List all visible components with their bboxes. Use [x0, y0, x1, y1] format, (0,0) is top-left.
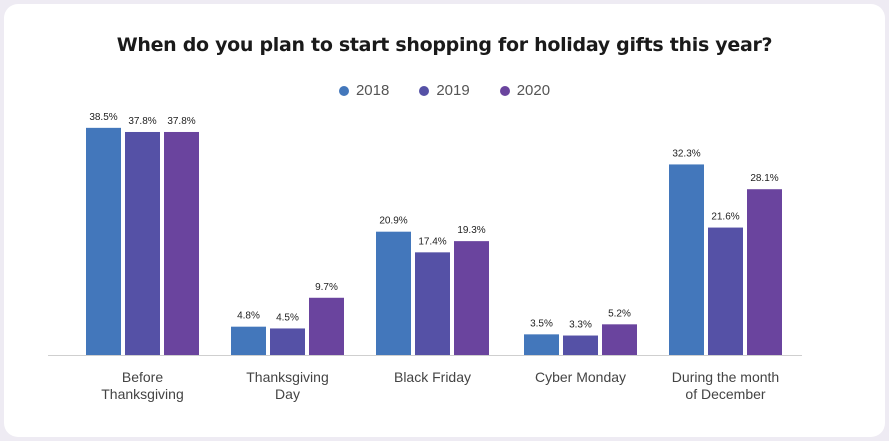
legend-swatch-2020: [499, 85, 510, 96]
bar-2018-4[interactable]: [669, 164, 704, 355]
bar-2019-2[interactable]: [415, 252, 450, 355]
category-label-4: During the month of December: [671, 369, 780, 402]
data-label-2020-1: 9.7%: [315, 282, 338, 293]
bar-2019-1[interactable]: [270, 328, 305, 355]
data-label-2019-4: 21.6%: [711, 212, 739, 223]
data-label-2018-1: 4.8%: [237, 311, 260, 322]
data-label-2018-2: 20.9%: [379, 216, 407, 227]
legend-label-2019: 2019: [436, 82, 470, 99]
bar-2020-3[interactable]: [602, 324, 637, 355]
legend-label-2018: 2018: [355, 82, 390, 99]
data-label-2020-2: 19.3%: [457, 225, 485, 236]
data-label-2020-3: 5.2%: [608, 308, 631, 319]
chart-title: When do you plan to start shopping for h…: [116, 34, 773, 56]
bar-2020-0[interactable]: [164, 131, 199, 355]
data-label-2020-0: 37.8%: [167, 116, 195, 127]
data-label-2019-3: 3.3%: [569, 320, 592, 331]
category-label-1: Thanksgiving Day: [246, 369, 329, 402]
bar-2020-2[interactable]: [454, 241, 489, 355]
legend-label-2020: 2020: [516, 82, 551, 99]
legend: 2018 2019 2020: [0, 82, 889, 99]
category-label-2: Black Friday: [393, 369, 472, 385]
bar-2019-4[interactable]: [708, 227, 743, 355]
bar-2020-1[interactable]: [309, 297, 344, 355]
data-label-2019-2: 17.4%: [418, 236, 446, 247]
bar-2020-4[interactable]: [747, 189, 782, 355]
bar-2019-0[interactable]: [125, 131, 160, 355]
data-label-2019-1: 4.5%: [276, 312, 299, 323]
data-label-2018-0: 38.5%: [89, 112, 117, 123]
data-label-2018-4: 32.3%: [672, 148, 700, 159]
bar-2018-0[interactable]: [86, 127, 121, 355]
bar-2018-1[interactable]: [231, 326, 266, 355]
bar-2019-3[interactable]: [563, 335, 598, 355]
legend-item-2018[interactable]: 2018: [338, 82, 390, 99]
data-label-2018-3: 3.5%: [530, 318, 553, 329]
category-label-3: Cyber Monday: [534, 369, 627, 385]
bar-2018-2[interactable]: [376, 231, 411, 355]
category-label-0: Before Thanksgiving: [101, 369, 184, 402]
legend-swatch-2018: [338, 85, 349, 96]
legend-item-2019[interactable]: 2019: [419, 82, 470, 99]
data-label-2020-4: 28.1%: [750, 173, 778, 184]
legend-swatch-2019: [419, 85, 430, 96]
legend-item-2020[interactable]: 2020: [499, 82, 551, 99]
bar-2018-3[interactable]: [524, 334, 559, 355]
data-label-2019-0: 37.8%: [128, 116, 156, 127]
